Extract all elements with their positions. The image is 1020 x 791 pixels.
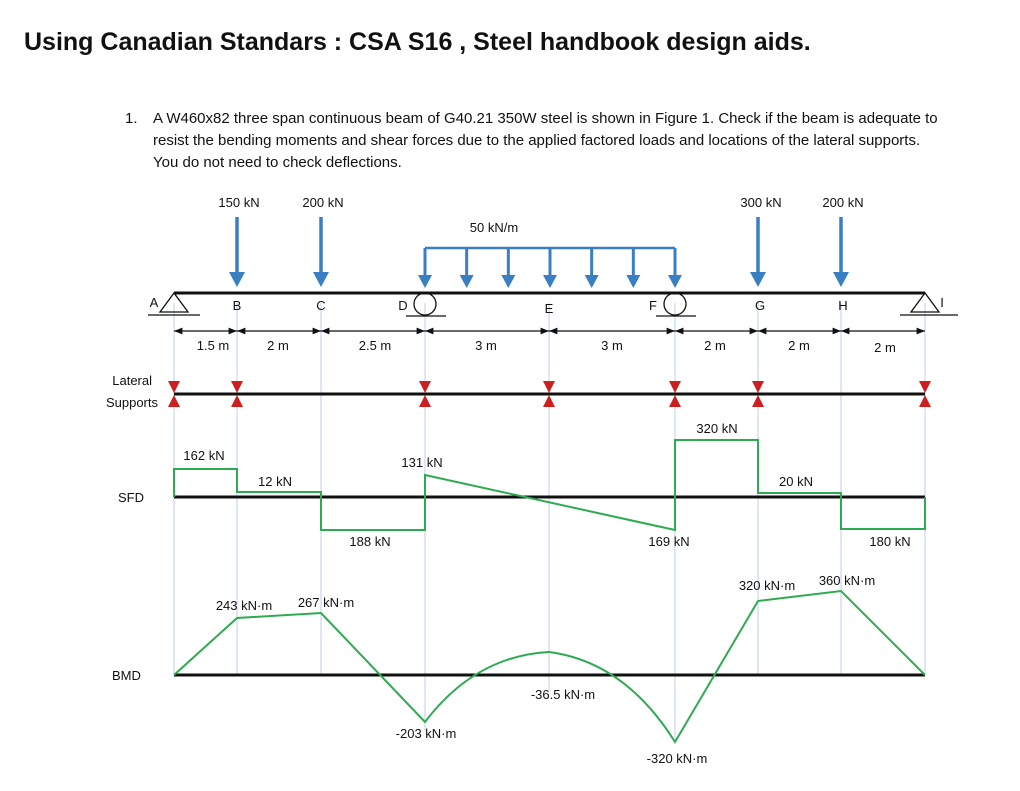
lateral-support-marker-bottom xyxy=(419,395,431,407)
supports xyxy=(148,291,958,317)
lateral-supports-label: Supports xyxy=(106,395,159,410)
bmd-value: 320 kN·m xyxy=(739,578,795,593)
point-load-label: 300 kN xyxy=(740,195,781,210)
point-label-d: D xyxy=(398,298,407,313)
point-load-c: 200 kN xyxy=(302,195,344,287)
page-title: Using Canadian Standars : CSA S16 , Stee… xyxy=(24,28,811,56)
load-arrow-head xyxy=(833,272,849,287)
bmd-label: BMD xyxy=(112,668,141,683)
lateral-support-marker-bottom xyxy=(919,395,931,407)
span-label: 2 m xyxy=(788,338,810,353)
roller-support-d-icon xyxy=(406,292,446,317)
span-labels: 1.5 m 2 m 2.5 m 3 m 3 m 2 m 2 m 2 m xyxy=(197,338,896,355)
span-label: 3 m xyxy=(601,338,623,353)
lateral-support-marker-bottom xyxy=(543,395,555,407)
span-label: 3 m xyxy=(475,338,497,353)
pin-support-i-icon xyxy=(900,291,958,316)
point-labels: A B C D E F G H I xyxy=(150,295,944,316)
point-label-g: G xyxy=(755,298,765,313)
load-arrow-head xyxy=(750,272,766,287)
point-load-label: 200 kN xyxy=(302,195,343,210)
lateral-supports: Lateral Supports xyxy=(106,373,931,410)
point-label-f: F xyxy=(649,298,657,313)
lateral-support-marker-top xyxy=(919,381,931,393)
shear-force-diagram: SFD 162 kN 12 kN 188 kN 131 kN 169 kN 32… xyxy=(118,421,926,549)
distributed-load-arrow-head xyxy=(501,275,516,288)
bmd-value: 267 kN·m xyxy=(298,595,354,610)
sfd-value: 162 kN xyxy=(183,448,224,463)
load-arrow-head xyxy=(229,272,245,287)
distributed-load-arrow-head xyxy=(584,275,599,288)
point-label-i: I xyxy=(940,295,944,310)
lateral-supports-label: Lateral xyxy=(112,373,152,388)
distributed-load: 50 kN/m xyxy=(418,220,682,288)
point-load-b: 150 kN xyxy=(218,195,260,287)
sfd-curve xyxy=(173,439,926,532)
span-label: 2 m xyxy=(267,338,289,353)
lateral-support-marker-bottom xyxy=(231,395,243,407)
sfd-value: 320 kN xyxy=(696,421,737,436)
point-load-label: 200 kN xyxy=(822,195,863,210)
lateral-support-marker-top xyxy=(419,381,431,393)
distributed-load-arrow-head xyxy=(626,275,641,288)
span-label: 2 m xyxy=(874,340,896,355)
lateral-support-marker-top xyxy=(543,381,555,393)
load-arrow-head xyxy=(313,272,329,287)
sfd-label: SFD xyxy=(118,490,144,505)
point-load-h: 200 kN xyxy=(822,195,864,287)
question-number: 1. xyxy=(125,110,138,127)
distributed-load-arrow-head xyxy=(459,275,474,288)
lateral-support-marker-bottom xyxy=(669,395,681,407)
span-label: 1.5 m xyxy=(197,338,230,353)
point-label-b: B xyxy=(233,298,242,313)
point-load-g: 300 kN xyxy=(740,195,782,287)
point-label-h: H xyxy=(838,298,847,313)
point-loads: 150 kN 200 kN 300 kN 200 kN xyxy=(218,195,864,287)
lateral-support-markers xyxy=(168,381,931,407)
sfd-value: 131 kN xyxy=(401,455,442,470)
sfd-value: 188 kN xyxy=(349,534,390,549)
distributed-load-arrow-head xyxy=(418,275,432,288)
bmd-value: 243 kN·m xyxy=(216,598,272,613)
lateral-support-marker-top xyxy=(669,381,681,393)
point-label-e: E xyxy=(545,301,554,316)
bending-moment-diagram: BMD 243 kN·m 267 kN·m -203 kN·m -36.5 kN… xyxy=(112,573,926,766)
bmd-value: -36.5 kN·m xyxy=(531,687,595,702)
span-label: 2 m xyxy=(704,338,726,353)
bmd-curve xyxy=(173,589,926,744)
point-load-label: 150 kN xyxy=(218,195,259,210)
lateral-support-marker-bottom xyxy=(752,395,764,407)
distributed-load-arrow-head xyxy=(543,275,557,288)
point-label-c: C xyxy=(316,298,325,313)
point-label-a: A xyxy=(150,295,159,310)
distributed-load-arrow-head xyxy=(668,275,682,288)
bmd-value: -320 kN·m xyxy=(647,751,708,766)
pin-support-a-icon xyxy=(148,291,200,316)
sfd-value: 180 kN xyxy=(869,534,910,549)
span-label: 2.5 m xyxy=(359,338,392,353)
bmd-value: -203 kN·m xyxy=(396,726,457,741)
sfd-value: 169 kN xyxy=(648,534,689,549)
lateral-support-marker-top xyxy=(231,381,243,393)
question-text: A W460x82 three span continuous beam of … xyxy=(153,110,938,171)
lateral-support-marker-top xyxy=(752,381,764,393)
bmd-value: 360 kN·m xyxy=(819,573,875,588)
lateral-support-marker-bottom xyxy=(168,395,180,407)
roller-support-f-icon xyxy=(656,292,696,317)
distributed-load-label: 50 kN/m xyxy=(470,220,518,235)
sfd-value: 12 kN xyxy=(258,474,292,489)
sfd-value: 20 kN xyxy=(779,474,813,489)
lateral-support-marker-top xyxy=(168,381,180,393)
distributed-load-arrows xyxy=(418,248,682,288)
